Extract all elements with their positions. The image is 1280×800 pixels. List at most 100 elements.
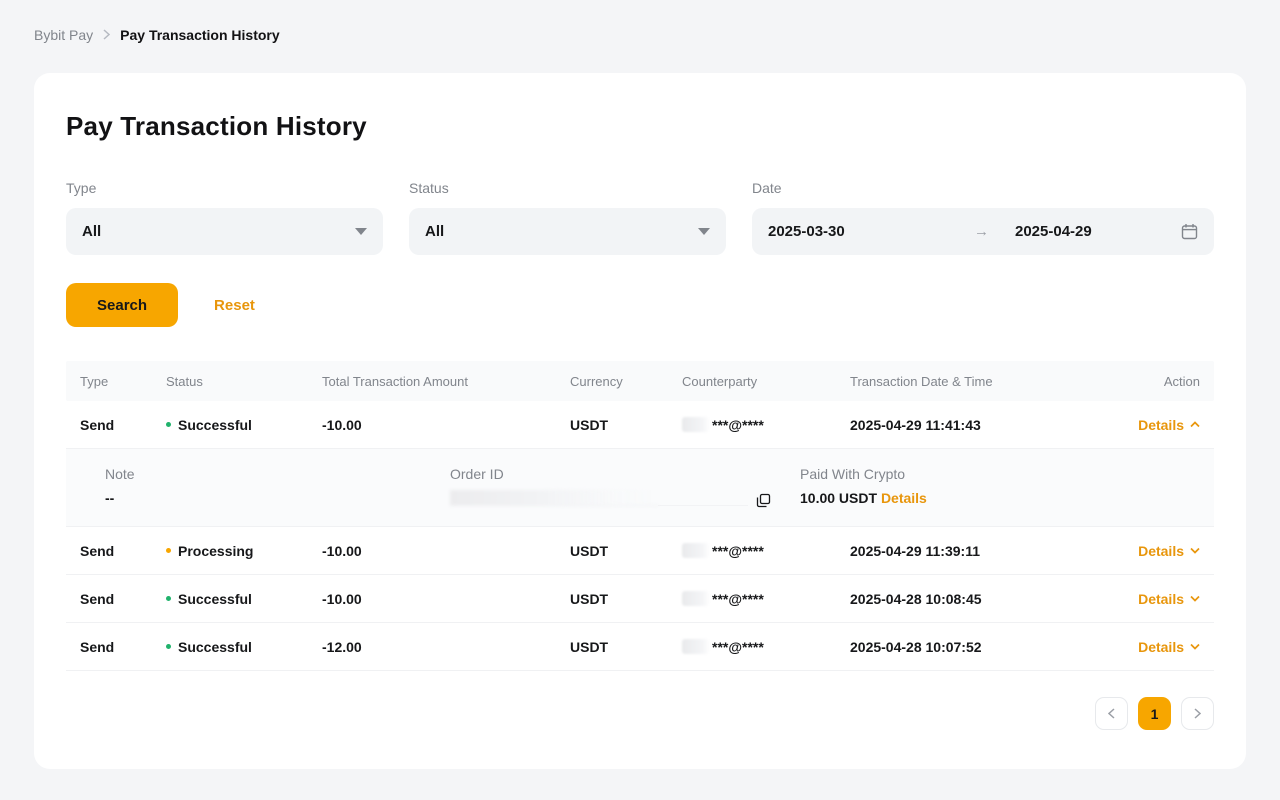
header-amount: Total Transaction Amount: [322, 373, 468, 389]
chevron-right-icon: [103, 28, 111, 43]
cell-currency: USDT: [570, 638, 609, 655]
next-page-button[interactable]: [1181, 697, 1214, 730]
cell-amount: -12.00: [322, 638, 362, 655]
cell-status: Processing: [166, 543, 322, 559]
cell-status: Successful: [166, 639, 322, 655]
cell-counterparty: ***@****: [682, 543, 850, 559]
chevron-down-icon: [1190, 595, 1200, 605]
cell-currency: USDT: [570, 542, 609, 559]
page-number-button[interactable]: 1: [1138, 697, 1171, 730]
table-row: Send Successful -12.00 USDT ***@**** 202…: [66, 623, 1214, 671]
header-status: Status: [166, 373, 203, 389]
details-button[interactable]: Details: [1138, 543, 1200, 559]
cell-counterparty: ***@****: [682, 417, 850, 433]
redacted-counterparty: [682, 417, 710, 432]
details-button[interactable]: Details: [1138, 639, 1200, 655]
search-button[interactable]: Search: [66, 283, 179, 327]
chevron-down-icon: [698, 228, 710, 235]
note-block: Note --: [105, 466, 450, 506]
breadcrumb: Bybit Pay Pay Transaction History: [0, 0, 1280, 43]
table-row: Send Successful -10.00 USDT ***@**** 202…: [66, 575, 1214, 623]
cell-amount: -10.00: [322, 416, 362, 433]
status-select[interactable]: All: [409, 208, 726, 255]
breadcrumb-current: Pay Transaction History: [120, 27, 280, 43]
pagination: 1: [66, 697, 1214, 730]
redacted-counterparty: [682, 639, 710, 654]
note-label: Note: [105, 466, 135, 482]
status-text: Successful: [178, 416, 252, 433]
chevron-down-icon: [1190, 643, 1200, 653]
cell-datetime: 2025-04-29 11:39:11: [850, 542, 980, 559]
cell-counterparty: ***@****: [682, 639, 850, 655]
chevron-up-icon: [1190, 420, 1200, 431]
cell-type: Send: [80, 542, 115, 559]
status-select-value: All: [425, 223, 445, 240]
status-text: Processing: [178, 542, 254, 559]
page-title: Pay Transaction History: [66, 111, 367, 141]
header-datetime: Transaction Date & Time: [850, 373, 993, 389]
cell-amount: -10.00: [322, 542, 362, 559]
details-label: Details: [1138, 416, 1184, 433]
transactions-table: Type Status Total Transaction Amount Cur…: [66, 361, 1214, 671]
order-id-block: Order ID: [450, 466, 800, 508]
cell-currency: USDT: [570, 590, 609, 607]
table-header-row: Type Status Total Transaction Amount Cur…: [66, 361, 1214, 401]
details-label: Details: [1138, 638, 1184, 655]
details-label: Details: [1138, 542, 1184, 559]
copy-icon[interactable]: [756, 493, 771, 508]
details-button[interactable]: Details: [1138, 417, 1200, 433]
date-start-value[interactable]: 2025-03-30: [768, 223, 845, 240]
redacted-order-id: [450, 490, 658, 506]
expanded-detail-panel: Note -- Order ID Paid With Cry: [66, 449, 1214, 527]
counterparty-masked: ***@****: [712, 542, 764, 559]
order-id-underline: [658, 490, 748, 506]
redacted-counterparty: [682, 543, 710, 558]
reset-button[interactable]: Reset: [214, 296, 255, 314]
cell-datetime: 2025-04-28 10:07:52: [850, 638, 982, 655]
cell-status: Successful: [166, 591, 322, 607]
paid-details-link[interactable]: Details: [880, 490, 927, 506]
status-filter-label: Status: [409, 180, 449, 196]
header-counterparty: Counterparty: [682, 373, 758, 389]
cell-type: Send: [80, 416, 115, 433]
table-row: Send Successful -10.00 USDT ***@**** 202…: [66, 401, 1214, 449]
cell-counterparty: ***@****: [682, 591, 850, 607]
cell-status: Successful: [166, 417, 322, 433]
order-id-label: Order ID: [450, 466, 504, 482]
status-dot: [166, 596, 171, 601]
prev-page-button[interactable]: [1095, 697, 1128, 730]
cell-type: Send: [80, 638, 115, 655]
table-row: Send Processing -10.00 USDT ***@**** 202…: [66, 527, 1214, 575]
header-action: Action: [1163, 373, 1200, 389]
cell-type: Send: [80, 590, 115, 607]
note-value: --: [105, 490, 115, 506]
counterparty-masked: ***@****: [712, 416, 764, 433]
details-button[interactable]: Details: [1138, 591, 1200, 607]
cell-datetime: 2025-04-28 10:08:45: [850, 590, 982, 607]
calendar-icon: [1181, 223, 1198, 240]
status-dot: [166, 422, 171, 427]
main-card: Pay Transaction History Type All Status …: [34, 73, 1246, 769]
date-end-value[interactable]: 2025-04-29: [1015, 223, 1092, 240]
type-select-value: All: [82, 223, 102, 240]
status-dot: [166, 644, 171, 649]
paid-with-crypto-block: Paid With Crypto 10.00 USDT Details: [800, 466, 1214, 506]
cell-currency: USDT: [570, 416, 609, 433]
header-type: Type: [80, 373, 109, 389]
counterparty-masked: ***@****: [712, 638, 764, 655]
date-filter-label: Date: [752, 180, 782, 196]
cell-datetime: 2025-04-29 11:41:43: [850, 416, 981, 433]
details-label: Details: [1138, 590, 1184, 607]
chevron-down-icon: [1190, 547, 1200, 557]
status-text: Successful: [178, 590, 252, 607]
paid-with-crypto-label: Paid With Crypto: [800, 466, 906, 482]
header-currency: Currency: [570, 373, 623, 389]
cell-amount: -10.00: [322, 590, 362, 607]
redacted-counterparty: [682, 591, 710, 606]
breadcrumb-parent[interactable]: Bybit Pay: [34, 27, 94, 43]
type-select[interactable]: All: [66, 208, 383, 255]
counterparty-masked: ***@****: [712, 590, 764, 607]
filters-row: Type All Status All Date 2025-03-30 → 20…: [66, 180, 1214, 255]
chevron-down-icon: [355, 228, 367, 235]
date-range-picker[interactable]: 2025-03-30 → 2025-04-29: [752, 208, 1214, 255]
